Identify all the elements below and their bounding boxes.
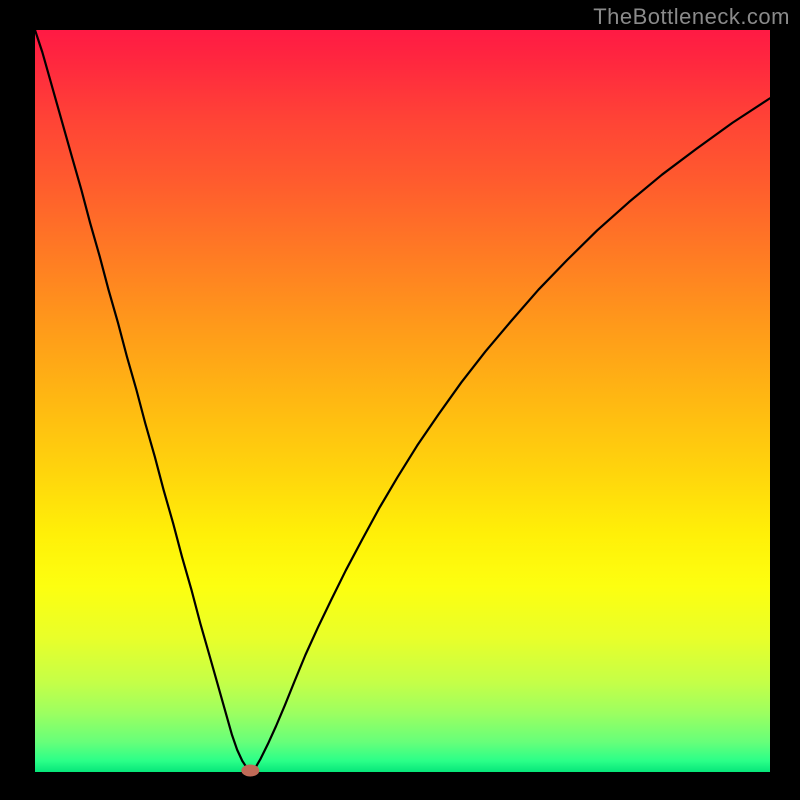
watermark-text: TheBottleneck.com: [593, 4, 790, 30]
curve-layer: [35, 30, 770, 772]
minimum-marker: [241, 765, 259, 777]
plot-area: [35, 30, 770, 772]
chart-frame: TheBottleneck.com: [0, 0, 800, 800]
bottleneck-curve: [35, 30, 770, 771]
